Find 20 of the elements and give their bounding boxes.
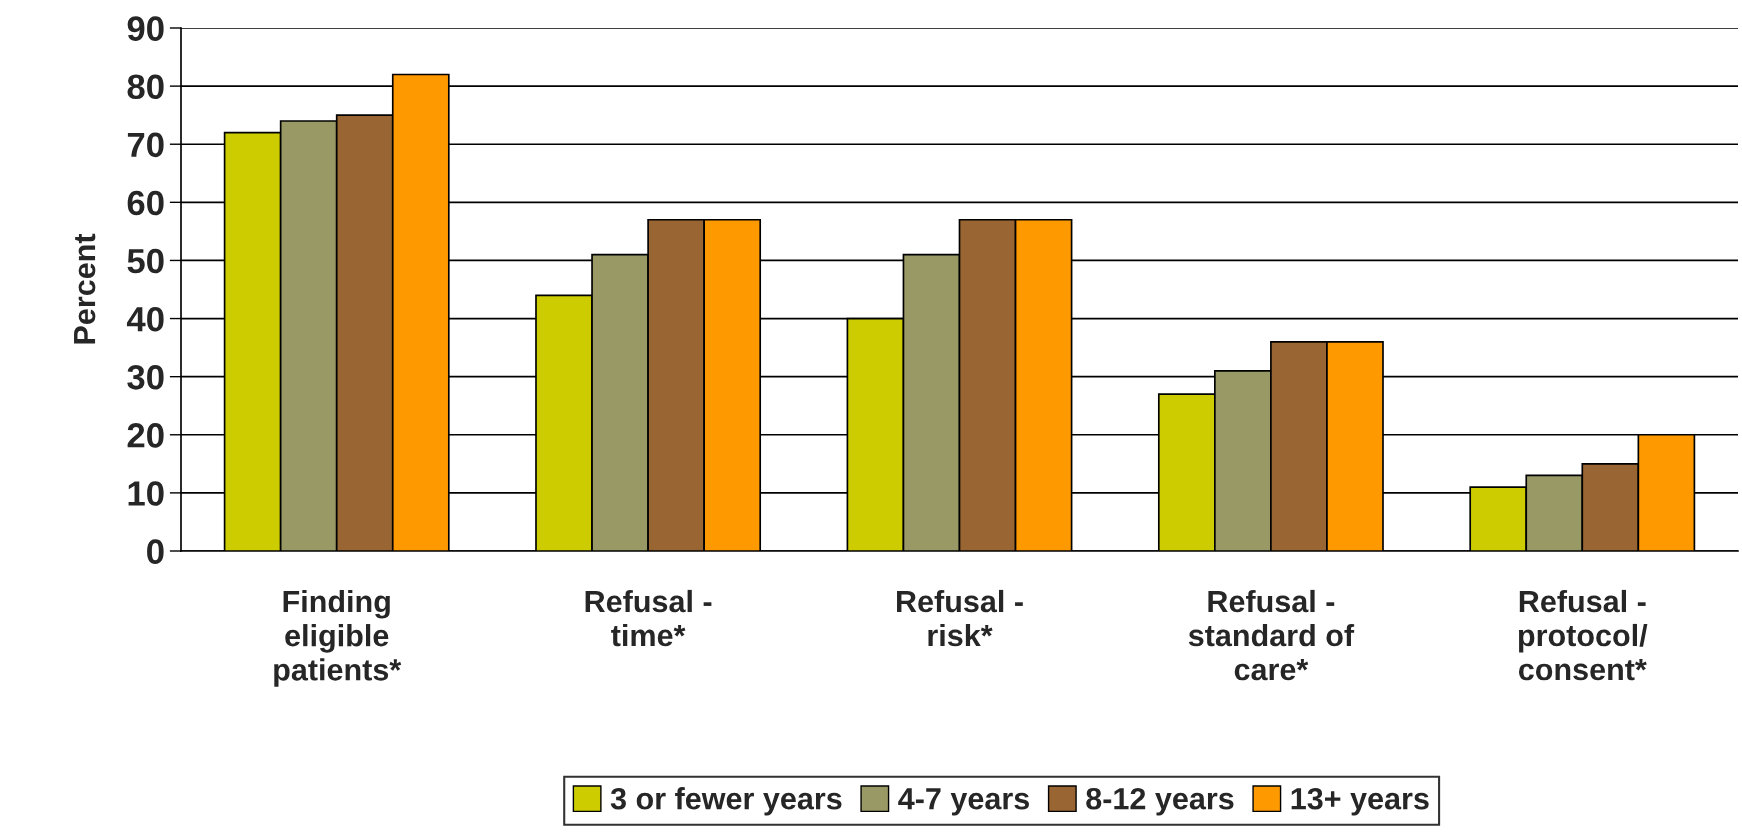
y-tick-label: 80 bbox=[127, 74, 164, 100]
legend-label: 4-7 years bbox=[898, 788, 1029, 816]
x-tick-label: Refusal - protocol/ consent* bbox=[1518, 589, 1648, 681]
y-tick-label: 20 bbox=[127, 423, 164, 448]
y-axis-title: Percent bbox=[74, 233, 96, 344]
legend-label: 3 or fewer years bbox=[610, 787, 842, 816]
y-tick-label: 0 bbox=[147, 539, 164, 564]
legend-label: 8-12 years bbox=[1086, 787, 1234, 816]
y-tick-label: 30 bbox=[127, 365, 164, 390]
y-tick-label: 40 bbox=[126, 306, 164, 332]
x-tick-label: Refusal - standard of care* bbox=[1188, 589, 1355, 681]
legend-label: 13+ years bbox=[1291, 787, 1429, 816]
y-tick-label: 70 bbox=[127, 132, 164, 158]
x-tick-label: Refusal - time* bbox=[585, 589, 712, 647]
y-tick-label: 90 bbox=[127, 16, 164, 41]
y-tick-label: 50 bbox=[127, 248, 164, 274]
x-tick-label: Refusal - risk* bbox=[897, 589, 1023, 647]
y-tick-label: 10 bbox=[128, 481, 164, 506]
y-tick-label: 60 bbox=[127, 190, 164, 216]
x-tick-label: Finding eligible patients* bbox=[274, 589, 402, 687]
